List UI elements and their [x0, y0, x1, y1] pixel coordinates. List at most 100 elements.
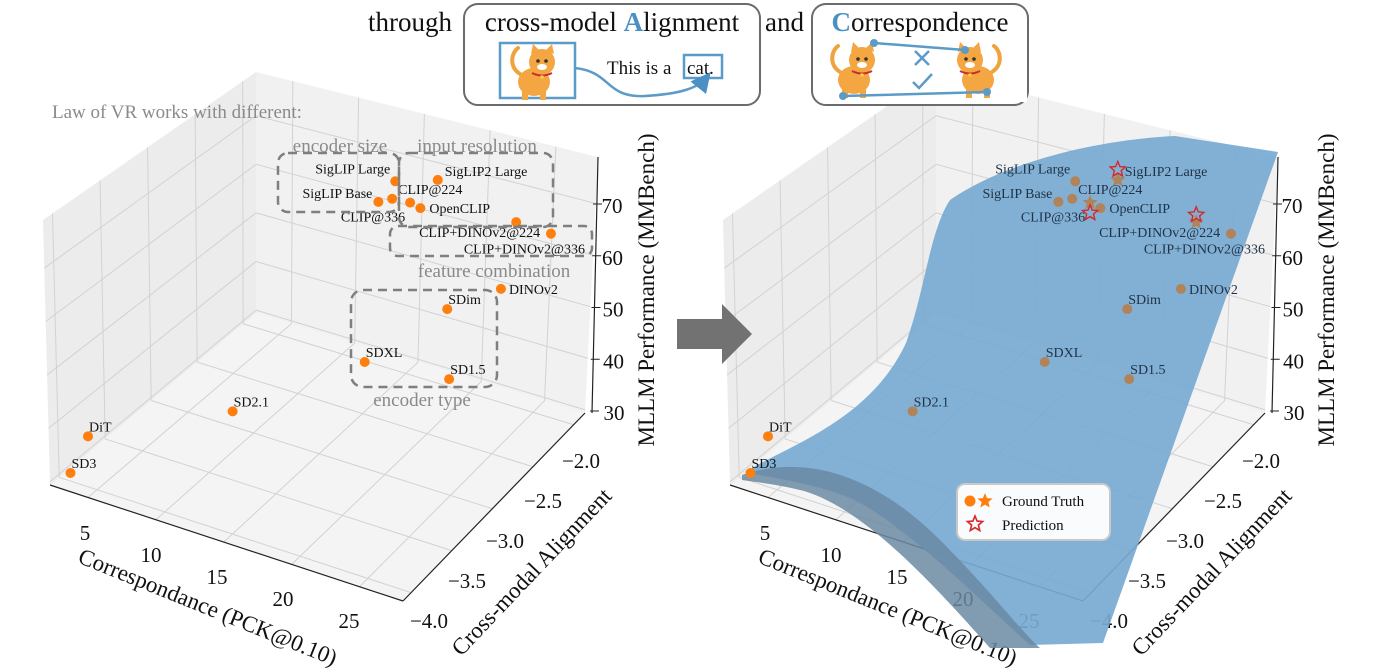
y-tick-label: −2.5	[1204, 489, 1242, 513]
gridline	[48, 261, 257, 429]
gridline	[255, 309, 586, 411]
feature-combination-label: feature combination	[418, 261, 571, 282]
data-point	[65, 467, 76, 478]
alignment-arrow-icon	[574, 66, 711, 98]
correspondence-panel: Correspondence	[811, 3, 1029, 106]
z-axis-label: MLLM Performance (MMBench)	[634, 134, 659, 447]
point-label: DiT	[89, 420, 112, 435]
x-tick-label: 20	[273, 587, 294, 611]
correspondence-title: Correspondence	[832, 7, 1009, 37]
data-point	[1124, 374, 1135, 385]
y-tick-label: −3.0	[486, 529, 524, 553]
gridline	[728, 261, 937, 429]
data-point	[415, 203, 426, 214]
x-tick-label: 5	[80, 521, 91, 545]
alignment-panel: cross-model Alignment This is a cat.	[463, 3, 761, 106]
point-label: SD2.1	[234, 395, 269, 410]
x-tick-label: 25	[339, 609, 360, 633]
gridline	[874, 114, 878, 363]
data-point	[442, 304, 453, 315]
right-3d-surface-chart: 510152025−4.0−3.5−3.0−2.5−2.03040506070C…	[723, 72, 1339, 670]
gridline	[255, 261, 588, 359]
fitted-surface	[745, 136, 1278, 645]
cross-icon	[914, 50, 930, 66]
legend: Ground Truth Prediction	[956, 483, 1111, 541]
gridline	[194, 114, 198, 363]
feature-combination-box	[388, 224, 594, 258]
x-tick-label: 15	[887, 565, 908, 589]
right-arrow-icon	[677, 304, 752, 364]
point-label: SDXL	[1046, 346, 1083, 361]
y-axis-line	[402, 412, 586, 602]
prediction-star	[1108, 159, 1128, 178]
legend-ground-truth: Ground Truth	[1002, 494, 1085, 510]
point-label: CLIP@336	[341, 211, 405, 226]
z-tick-label: 30	[604, 401, 625, 425]
y-tick-label: −3.5	[448, 569, 486, 593]
data-point	[227, 406, 238, 417]
gridline	[417, 113, 425, 363]
correspondence-lines	[842, 41, 988, 98]
point-label: SDim	[1128, 293, 1161, 308]
y-tick-label: −2.0	[1242, 449, 1280, 473]
gridline	[46, 212, 257, 376]
x-tick-label: 5	[760, 521, 771, 545]
alignment-title: cross-model Alignment	[485, 7, 740, 37]
point-label: DiT	[769, 420, 792, 435]
header-connector: and	[765, 7, 804, 37]
point-label: CLIP@224	[398, 183, 462, 198]
y-tick-label: −3.5	[1128, 569, 1166, 593]
gridline	[52, 213, 60, 478]
encoder-size-box	[276, 151, 401, 214]
data-point	[1067, 193, 1078, 204]
caption-text: This is a	[607, 58, 672, 79]
prediction-star	[1186, 204, 1206, 223]
gridline	[726, 212, 937, 376]
x-axis-line	[49, 484, 404, 602]
data-point	[1175, 283, 1186, 294]
z-tick-label: 40	[603, 349, 624, 373]
gridline	[255, 212, 591, 308]
point-label: CLIP+DINOv2@336	[1144, 243, 1265, 258]
encoder-type-box	[349, 288, 499, 389]
z-tick-label: 50	[1283, 298, 1304, 322]
point-label: DINOv2	[509, 283, 558, 298]
encoder-type-label: encoder type	[373, 390, 471, 411]
gridline	[45, 163, 257, 322]
data-point	[1122, 304, 1133, 315]
gridline	[223, 361, 419, 543]
data-point	[444, 374, 455, 385]
surface-underside	[742, 466, 1040, 648]
group-annotations: Law of VR works with different: encoder …	[52, 102, 594, 411]
gridline	[291, 381, 482, 565]
data-point	[763, 431, 774, 442]
z-tick-label: 60	[1282, 246, 1303, 270]
point-label: SD3	[71, 457, 96, 472]
gridline	[99, 180, 106, 439]
data-point	[1225, 228, 1236, 239]
data-point	[1053, 196, 1064, 207]
gridline	[544, 146, 557, 401]
encoder-size-label: encoder size	[293, 136, 387, 157]
data-point	[405, 197, 416, 208]
point-label: CLIP+DINOv2@336	[464, 243, 585, 258]
x-tick-label: 10	[141, 543, 162, 567]
gridline	[354, 97, 360, 344]
intro-annotation: Law of VR works with different:	[52, 102, 302, 123]
prediction-star-icon	[965, 513, 985, 533]
data-point	[359, 357, 370, 367]
z-tick-label: 70	[1282, 194, 1303, 218]
gridline	[196, 361, 534, 468]
y-tick-label: −2.0	[562, 449, 600, 473]
gridline	[779, 180, 786, 439]
gridline	[49, 309, 257, 483]
gridline	[242, 323, 574, 426]
x-tick-label: 10	[821, 543, 842, 567]
point-label: OpenCLIP	[429, 202, 490, 217]
ground-truth-dot-icon	[964, 495, 976, 507]
data-point	[432, 174, 443, 185]
prediction-star	[1080, 203, 1100, 221]
point-label: SD2.1	[914, 395, 949, 410]
gridline	[147, 147, 152, 401]
x-tick-label: 15	[207, 565, 228, 589]
